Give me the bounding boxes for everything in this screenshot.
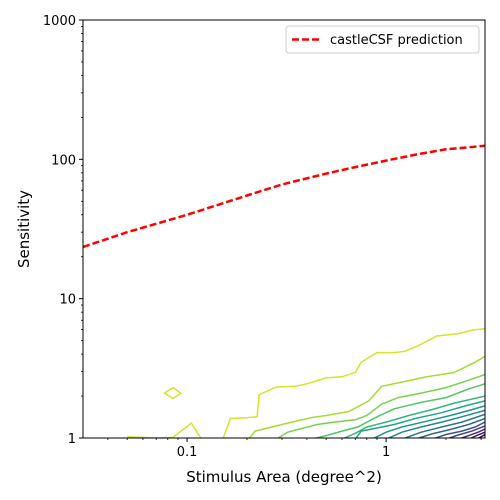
y-tick-label: 1 [68, 432, 76, 447]
contour-line-4 [312, 383, 485, 438]
contour-line-15 [477, 433, 485, 438]
x-tick-label: 1 [382, 445, 390, 460]
x-axis-label: Stimulus Area (degree^2) [186, 468, 382, 486]
contour-layer [127, 327, 485, 438]
contour-line-13 [459, 428, 485, 438]
contour-line-1 [163, 386, 183, 400]
y-tick-label: 10 [59, 293, 76, 308]
contour-line-9 [403, 413, 485, 438]
contour-line-10 [416, 417, 485, 438]
y-tick-label: 1000 [43, 14, 76, 29]
legend: castleCSF prediction [285, 25, 480, 54]
legend-entry: castleCSF prediction [330, 33, 463, 48]
contour-line-2 [248, 355, 485, 438]
series-line-prediction [83, 144, 485, 249]
contour-line-0 [127, 327, 485, 438]
contour-line-3 [276, 373, 485, 438]
contour-line-14 [469, 431, 485, 438]
contour-line-8 [386, 409, 485, 438]
y-axis-label: Sensitivity [15, 190, 33, 268]
plot-frame [82, 19, 486, 439]
contour-line-6 [355, 400, 485, 438]
contour-line-5 [342, 395, 485, 438]
series-layer [83, 144, 485, 249]
legend-box [285, 25, 480, 54]
y-tick-label: 100 [51, 153, 76, 168]
axis-ticks: 0.1 1 1 10 100 1000 [43, 14, 482, 460]
contour-line-7 [372, 405, 485, 438]
x-tick-label: 0.1 [177, 445, 198, 460]
contour-line-11 [433, 421, 485, 438]
contour-line-12 [447, 425, 485, 438]
